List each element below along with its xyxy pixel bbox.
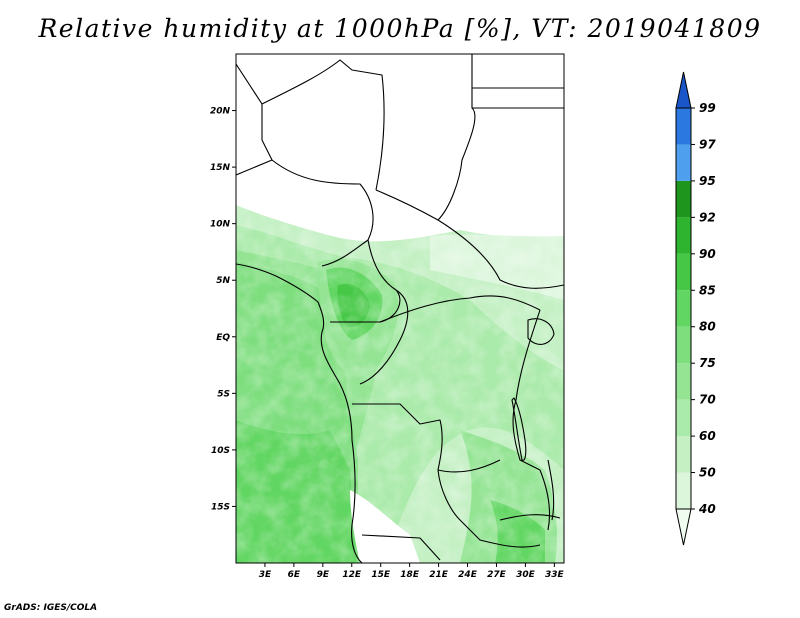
colorbar-segment: [676, 108, 691, 145]
lon-tick-label: 27E: [487, 570, 507, 580]
border-13: [512, 309, 551, 531]
map-title: Relative humidity at 1000hPa [%], VT: 20…: [38, 14, 762, 43]
country-borders: [236, 54, 564, 563]
colorbar-label: 97: [699, 137, 716, 151]
colorbar-segment: [676, 363, 691, 400]
colorbar-outline: [675, 107, 692, 510]
colorbar: 40 50 60 70 75 80 85 90 92 95 97 99: [675, 71, 716, 546]
lat-tick-label: 5N: [216, 276, 230, 286]
lon-tick-label: 33E: [545, 570, 565, 580]
colorbar-segment: [675, 71, 692, 109]
colorbar-segment: [676, 253, 691, 291]
lon-tick-label: 12E: [342, 570, 362, 580]
lake-tanganyika: [511, 397, 527, 461]
lon-tick-label: 18E: [400, 570, 420, 580]
lat-tick-label: EQ: [216, 333, 230, 343]
colorbar-segment: [676, 290, 691, 327]
lat-tick-label: 15S: [211, 502, 230, 512]
lat-tick-label: 5S: [217, 389, 230, 399]
lon-tick-label: 6E: [288, 570, 301, 580]
lon-tick-label: 21E: [429, 570, 449, 580]
lon-tick-label: 3E: [259, 570, 272, 580]
lon-tick-label: 30E: [516, 570, 536, 580]
border-14: [361, 534, 441, 561]
border-12: [437, 469, 541, 548]
border-10: [359, 289, 409, 385]
colorbar-segment: [676, 326, 691, 364]
coastline-west: [236, 263, 363, 563]
lat-tick-label: 20N: [210, 107, 231, 117]
colorbar-label: 50: [699, 466, 716, 480]
colorbar-segment: [675, 508, 692, 546]
colorbar-segment: [676, 436, 691, 473]
colorbar-label: 70: [699, 393, 716, 407]
longitude-axis: 3E 6E 9E 12E 15E 18E 21E 24E 27E 30E 33E: [259, 563, 565, 580]
colorbar-segment: [676, 472, 691, 509]
border-4: [375, 54, 476, 221]
border-9: [379, 295, 541, 323]
colorbar-label: 75: [699, 356, 716, 370]
humidity-fill: [236, 54, 564, 563]
colorbar-segment: [676, 217, 691, 254]
lat-tick-label: 15N: [210, 163, 231, 173]
lat-tick-label: 10N: [210, 220, 231, 230]
colorbar-segment: [676, 180, 691, 218]
lon-tick-label: 15E: [371, 570, 391, 580]
border-7: [437, 219, 564, 289]
lake-malawi: [547, 459, 555, 521]
border-11: [352, 403, 501, 473]
colorbar-label: 80: [699, 320, 716, 334]
colorbar-label: 60: [699, 429, 716, 443]
lon-tick-label: 9E: [317, 570, 330, 580]
colorbar-label: 92: [699, 210, 716, 224]
border-3: [261, 59, 385, 191]
lat-tick-label: 10S: [211, 446, 230, 456]
colorbar-label: 90: [699, 247, 716, 261]
border-1: [236, 63, 273, 176]
credit-text: GrADS: IGES/COLA: [4, 603, 98, 613]
map-frame: [235, 53, 565, 564]
colorbar-segment: [676, 399, 691, 437]
border-2: [271, 159, 374, 267]
border-15: [499, 514, 561, 521]
lon-tick-label: 24E: [458, 570, 478, 580]
colorbar-segment: [676, 144, 691, 181]
lake-victoria: [527, 318, 555, 345]
latitude-axis: 20N 15N 10N 5N EQ 5S 10S 15S: [210, 107, 236, 512]
colorbar-label: 40: [698, 502, 716, 516]
colorbar-label: 95: [699, 174, 716, 188]
colorbar-label: 85: [699, 283, 716, 297]
colorbar-label: 99: [699, 101, 716, 115]
